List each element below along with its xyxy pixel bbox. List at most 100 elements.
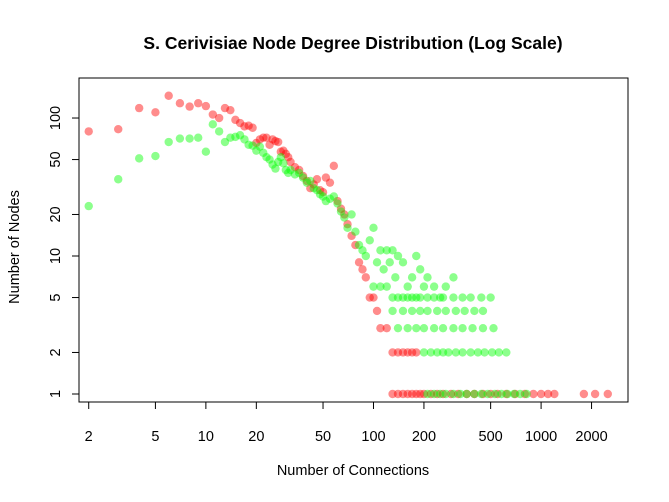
data-point — [268, 160, 277, 169]
y-tick-label: 100 — [48, 106, 64, 130]
data-point — [318, 192, 328, 201]
data-point — [284, 153, 293, 162]
data-point — [306, 176, 315, 186]
data-point — [493, 389, 502, 399]
data-point — [347, 210, 356, 219]
data-point — [379, 265, 388, 274]
data-point — [510, 389, 520, 399]
data-point — [429, 282, 439, 291]
data-point — [226, 105, 235, 115]
data-point — [388, 348, 397, 357]
data-point — [486, 389, 495, 399]
data-point — [214, 127, 224, 136]
data-point — [185, 102, 194, 111]
data-point — [290, 170, 300, 179]
data-point — [214, 113, 224, 123]
data-point — [458, 348, 467, 357]
data-point — [343, 223, 352, 233]
data-point — [84, 127, 93, 136]
data-point — [458, 293, 467, 302]
y-axis: 1 2 5 10 20 50 100 — [48, 106, 80, 398]
data-point — [248, 141, 257, 150]
data-point — [441, 282, 450, 291]
data-point — [286, 157, 295, 167]
data-point — [449, 273, 458, 282]
data-point — [114, 175, 123, 184]
data-point — [416, 389, 425, 399]
y-axis-label: Number of Nodes — [7, 190, 23, 304]
data-point — [309, 180, 318, 189]
data-point — [438, 389, 448, 399]
data-point — [403, 282, 412, 291]
data-point — [473, 348, 483, 357]
data-point — [240, 122, 249, 131]
data-point — [441, 306, 450, 316]
data-point — [462, 389, 471, 399]
data-point — [536, 389, 546, 399]
data-point — [438, 323, 448, 333]
data-point — [470, 389, 479, 399]
data-point — [393, 348, 403, 357]
series-1 — [84, 91, 612, 399]
data-point — [489, 323, 498, 333]
data-point — [315, 185, 325, 195]
data-point — [302, 176, 311, 186]
data-point — [194, 99, 203, 108]
data-point — [248, 123, 257, 132]
data-point — [470, 306, 479, 316]
data-point — [372, 258, 382, 267]
data-point — [416, 265, 425, 274]
data-point — [321, 196, 331, 206]
data-point — [478, 323, 488, 333]
data-point — [351, 227, 360, 236]
data-point — [262, 133, 271, 142]
data-point — [185, 134, 194, 143]
data-point — [487, 348, 497, 357]
data-point — [456, 389, 465, 399]
data-point — [453, 389, 463, 399]
data-point — [298, 171, 308, 181]
data-point — [369, 223, 378, 233]
data-point — [336, 204, 346, 213]
plot-frame — [78, 77, 629, 403]
data-point — [398, 258, 408, 267]
x-tick-label: 5 — [151, 429, 159, 445]
data-point — [441, 389, 450, 399]
data-point — [403, 348, 412, 357]
data-point — [478, 306, 488, 316]
data-point — [502, 389, 511, 399]
data-point — [522, 389, 531, 399]
data-point — [279, 159, 288, 168]
data-point — [369, 282, 378, 291]
data-point — [403, 389, 412, 399]
data-point — [503, 389, 512, 399]
data-point — [520, 389, 530, 399]
data-point — [318, 188, 328, 197]
data-point — [466, 348, 475, 357]
y-tick-label: 50 — [48, 151, 64, 167]
data-point — [403, 293, 412, 302]
data-point — [259, 133, 268, 142]
data-point — [231, 115, 240, 125]
data-point — [438, 293, 448, 302]
data-point — [358, 265, 367, 274]
x-tick-label: 1000 — [525, 429, 557, 445]
x-tick-label: 10 — [198, 429, 214, 445]
data-point — [271, 136, 280, 146]
data-point — [201, 101, 211, 111]
data-point — [151, 108, 160, 117]
data-point — [244, 140, 253, 149]
data-point — [333, 196, 342, 206]
data-point — [262, 153, 271, 162]
x-tick-label: 20 — [248, 429, 264, 445]
data-point — [416, 306, 425, 316]
data-point — [312, 175, 322, 184]
data-point — [329, 161, 339, 171]
data-point — [412, 293, 421, 302]
data-point — [358, 246, 367, 255]
data-point — [265, 155, 274, 164]
data-point — [382, 282, 391, 291]
data-point — [407, 306, 417, 316]
data-point — [393, 293, 403, 302]
